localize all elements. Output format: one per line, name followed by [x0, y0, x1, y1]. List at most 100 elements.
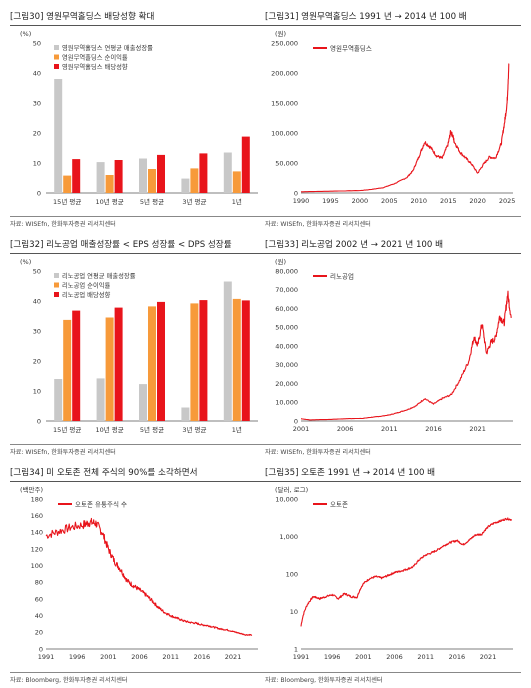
source-note: 자료: Bloomberg, 한화투자증권 리서치센터: [10, 672, 266, 684]
x-tick-label: 1996: [69, 653, 86, 661]
legend-label: 영원무역홀딩스 연평균 매출성장률: [62, 43, 153, 52]
chart-title: [그림30] 영원무역홀딩스 배당성향 확대: [10, 12, 266, 26]
x-tick-label: 2011: [417, 653, 434, 661]
legend-label: 리노공업: [330, 271, 354, 280]
x-tick-label: 2025: [499, 197, 516, 205]
legend-label: 오토존: [330, 500, 348, 508]
y-tick-label: 20: [33, 129, 41, 137]
legend-swatch: [54, 64, 59, 69]
line-chart-youngone-price: (원) 0 50,000 100,000 150,000 200,000 250,000 19…: [271, 29, 516, 205]
x-tick-label: 1991: [38, 653, 55, 661]
bar-1: [232, 171, 241, 193]
y-tick-label: 100: [286, 570, 298, 578]
legend-label: 리노공업 배당성향: [62, 290, 111, 299]
bar-1: [148, 169, 156, 193]
chart-title: [그림35] 오토존 1991 년 → 2014 년 100 배: [265, 468, 521, 482]
source-note: 자료: WISEfn, 한화투자증권 리서치센터: [265, 444, 521, 456]
y-tick-label: 100: [31, 562, 43, 570]
x-tick-label: 2000: [352, 197, 369, 205]
y-tick-label: 30: [33, 327, 41, 335]
y-tick-label: 140: [31, 529, 43, 537]
legend-swatch: [54, 273, 59, 278]
x-tick-label: 2001: [293, 425, 310, 433]
y-tick-label: 150,000: [271, 99, 298, 107]
bar-2: [241, 136, 250, 193]
source-note: 자료: WISEfn, 한화투자증권 리서치센터: [10, 216, 266, 228]
y-tick-label: 50,000: [275, 159, 298, 167]
x-tick-label: 2021: [480, 653, 497, 661]
bar-0: [96, 162, 105, 193]
y-tick-label: 160: [31, 512, 43, 520]
x-tick-label: 1991: [293, 653, 310, 661]
y-tick-label: 20,000: [275, 380, 298, 388]
y-tick-label: 120: [31, 545, 43, 553]
series-line: [301, 290, 512, 421]
legend-swatch: [54, 282, 59, 288]
x-tick-label: 2011: [162, 653, 179, 661]
bar-0: [139, 158, 147, 193]
y-tick-label: 40: [33, 297, 41, 305]
bar-2: [157, 154, 165, 193]
y-tick-label: 60,000: [275, 305, 298, 313]
x-tick-label: 2005: [381, 197, 398, 205]
bar-0: [54, 379, 63, 421]
y-tick-label: 40: [33, 69, 41, 77]
x-tick-label: 5년 평균: [140, 197, 164, 206]
legend-label: 리노공업 연평균 매출성장률: [62, 271, 136, 280]
x-tick-label: 1년: [232, 425, 242, 434]
y-tick-label: 0: [39, 645, 43, 653]
y-tick-label: 80: [35, 579, 43, 587]
y-tick-label: 10: [290, 608, 298, 616]
y-tick-label: 40: [35, 612, 43, 620]
bar-0: [223, 152, 232, 193]
x-tick-label: 1990: [293, 197, 310, 205]
y-tick-label: 50,000: [275, 324, 298, 332]
bar-0: [96, 378, 105, 421]
x-tick-label: 2011: [381, 425, 398, 433]
bar-2: [157, 301, 165, 421]
y-tick-label: 40,000: [275, 342, 298, 350]
y-tick-label: 1,000: [279, 533, 298, 541]
y-tick-label: 50: [33, 267, 41, 275]
y-tick-label: 0: [294, 189, 298, 197]
y-tick-label: 10,000: [275, 495, 298, 503]
bar-chart-leeno-growth: (%) 0 10 20 30 40 50 15년 평균 10년 평균 5년 평균 3년 평균 1년 리노…: [20, 258, 258, 434]
chart-panel-34: [그림34] 미 오토존 전체 주식의 90%를 소각하면서 (백만주) 0 20 4…: [10, 468, 266, 686]
chart-panel-33: [그림33] 리노공업 2002 년 → 2021 년 100 배 (원) 0 10…: [265, 240, 521, 458]
x-tick-label: 2016: [194, 653, 211, 661]
x-tick-label: 2021: [225, 653, 242, 661]
y-tick-label: 1: [294, 645, 298, 653]
legend-label: 오토존 유통주식 수: [75, 499, 127, 508]
series-line: [45, 517, 253, 636]
y-unit-label: (원): [275, 257, 286, 266]
x-tick-label: 10년 평균: [95, 425, 123, 434]
y-unit-label: (원): [275, 29, 286, 38]
bar-2: [199, 300, 208, 421]
x-tick-label: 2020: [469, 197, 486, 205]
y-tick-label: 20: [33, 357, 41, 365]
x-tick-label: 2001: [355, 653, 372, 661]
legend-label: 영원무역홀딩스 배당성향: [62, 62, 128, 71]
y-tick-label: 70,000: [275, 286, 298, 294]
legend-label: 영원무역홀딩스: [330, 43, 372, 52]
bar-1: [190, 168, 199, 193]
bar-0: [181, 178, 190, 193]
y-tick-label: 50: [33, 39, 41, 47]
y-unit-label: (%): [20, 258, 31, 266]
legend-swatch: [54, 54, 59, 60]
x-tick-label: 2001: [100, 653, 117, 661]
y-tick-label: 10: [33, 159, 41, 167]
x-tick-label: 1년: [232, 197, 242, 206]
x-tick-label: 15년 평균: [53, 425, 81, 434]
legend-label: 영원무역홀딩스 순이익률: [62, 52, 128, 61]
y-tick-label: 0: [37, 189, 41, 197]
y-tick-label: 10,000: [275, 399, 298, 407]
bar-0: [139, 384, 147, 421]
bar-1: [232, 298, 241, 421]
bar-1: [63, 319, 72, 421]
y-tick-label: 200,000: [271, 69, 298, 77]
y-tick-label: 60: [35, 595, 43, 603]
x-tick-label: 15년 평균: [53, 197, 81, 206]
bar-1: [63, 175, 72, 193]
y-tick-label: 250,000: [271, 39, 298, 47]
